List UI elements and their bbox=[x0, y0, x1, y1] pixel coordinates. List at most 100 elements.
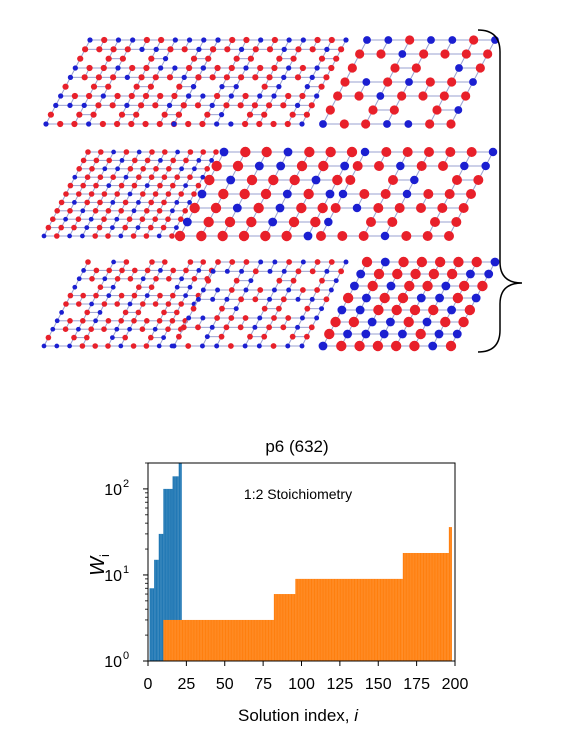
red-atom bbox=[128, 92, 135, 100]
blue-atom bbox=[192, 166, 197, 172]
red-atom bbox=[152, 301, 159, 307]
red-atom bbox=[114, 92, 121, 100]
red-atom bbox=[84, 309, 90, 316]
bar-series-0-segment-3 bbox=[163, 488, 173, 661]
blue-atom bbox=[156, 233, 162, 239]
red-atom bbox=[67, 292, 74, 299]
red-atom bbox=[76, 301, 82, 307]
red-atom bbox=[165, 216, 171, 222]
bar-series-0-segment-1 bbox=[154, 559, 159, 661]
blue-atom bbox=[110, 284, 116, 290]
y-tick-exponent: 1 bbox=[123, 564, 129, 576]
red-atom bbox=[252, 296, 259, 303]
red-atom bbox=[340, 77, 350, 87]
blue-atom bbox=[174, 200, 180, 205]
x-tick-label: 175 bbox=[403, 676, 430, 693]
blue-atom bbox=[304, 84, 310, 90]
blue-atom bbox=[252, 324, 258, 330]
blue-atom bbox=[215, 287, 221, 293]
red-atom bbox=[261, 146, 272, 158]
blue-atom bbox=[402, 189, 412, 199]
red-atom bbox=[446, 268, 458, 280]
red-atom bbox=[194, 102, 202, 109]
red-atom bbox=[123, 149, 130, 155]
red-atom bbox=[81, 74, 88, 81]
blue-atom bbox=[196, 158, 202, 163]
red-atom bbox=[333, 91, 343, 101]
red-atom bbox=[359, 189, 370, 199]
red-atom bbox=[368, 105, 378, 115]
blue-atom bbox=[72, 174, 78, 180]
blue-atom bbox=[380, 257, 390, 267]
blue-atom bbox=[118, 233, 124, 239]
red-atom bbox=[394, 203, 405, 213]
blue-atom bbox=[127, 191, 133, 197]
blue-atom bbox=[174, 225, 179, 230]
red-atom bbox=[223, 324, 230, 331]
red-atom bbox=[136, 284, 142, 291]
red-atom bbox=[228, 64, 235, 72]
blue-atom bbox=[328, 287, 334, 293]
red-atom bbox=[346, 146, 358, 158]
blue-atom bbox=[54, 343, 60, 349]
red-atom bbox=[229, 259, 236, 265]
red-atom bbox=[85, 149, 91, 155]
blue-atom bbox=[106, 183, 112, 188]
red-atom bbox=[105, 208, 112, 214]
red-atom bbox=[458, 280, 470, 292]
blue-atom bbox=[196, 46, 202, 52]
red-atom bbox=[97, 199, 103, 206]
red-atom bbox=[458, 316, 469, 328]
blue-atom bbox=[488, 147, 498, 157]
blue-atom bbox=[172, 65, 178, 71]
red-atom bbox=[397, 91, 407, 101]
red-atom bbox=[97, 174, 104, 180]
red-atom bbox=[58, 224, 64, 231]
blue-atom bbox=[170, 208, 175, 214]
blue-atom bbox=[224, 268, 230, 274]
red-atom bbox=[324, 328, 335, 340]
blue-atom bbox=[281, 268, 287, 274]
red-atom bbox=[303, 333, 310, 340]
red-atom bbox=[325, 105, 335, 115]
red-atom bbox=[398, 256, 409, 268]
blue-atom bbox=[398, 50, 407, 58]
x-axis-label-italic: i bbox=[354, 706, 359, 725]
blue-atom bbox=[324, 268, 330, 274]
red-atom bbox=[257, 287, 264, 293]
red-atom bbox=[105, 233, 111, 239]
red-atom bbox=[404, 280, 415, 292]
red-atom bbox=[92, 208, 99, 214]
x-tick-label: 25 bbox=[177, 676, 195, 693]
blue-atom bbox=[490, 257, 500, 267]
red-atom bbox=[280, 102, 287, 109]
red-atom bbox=[328, 64, 335, 72]
red-atom bbox=[204, 174, 215, 186]
red-atom bbox=[261, 111, 268, 118]
red-atom bbox=[126, 216, 133, 222]
x-tick-label: 100 bbox=[288, 676, 315, 693]
red-atom bbox=[195, 324, 201, 331]
blue-atom bbox=[152, 326, 158, 332]
red-atom bbox=[253, 202, 264, 214]
red-atom bbox=[374, 161, 384, 171]
red-atom bbox=[62, 83, 69, 90]
right-curly-brace bbox=[477, 29, 523, 353]
red-atom bbox=[140, 191, 146, 197]
blue-atom bbox=[254, 161, 264, 171]
blue-atom bbox=[404, 120, 413, 128]
red-atom bbox=[428, 268, 440, 280]
red-atom bbox=[405, 35, 415, 45]
red-atom bbox=[280, 296, 287, 303]
red-atom bbox=[347, 63, 357, 73]
red-atom bbox=[71, 224, 77, 231]
red-atom bbox=[157, 92, 164, 100]
red-atom bbox=[101, 301, 108, 307]
blue-atom bbox=[242, 343, 248, 349]
red-atom bbox=[118, 208, 124, 214]
blue-atom bbox=[162, 56, 169, 62]
red-atom bbox=[89, 276, 95, 282]
blue-atom bbox=[356, 269, 366, 279]
blue-atom bbox=[196, 268, 202, 273]
red-atom bbox=[229, 36, 236, 44]
